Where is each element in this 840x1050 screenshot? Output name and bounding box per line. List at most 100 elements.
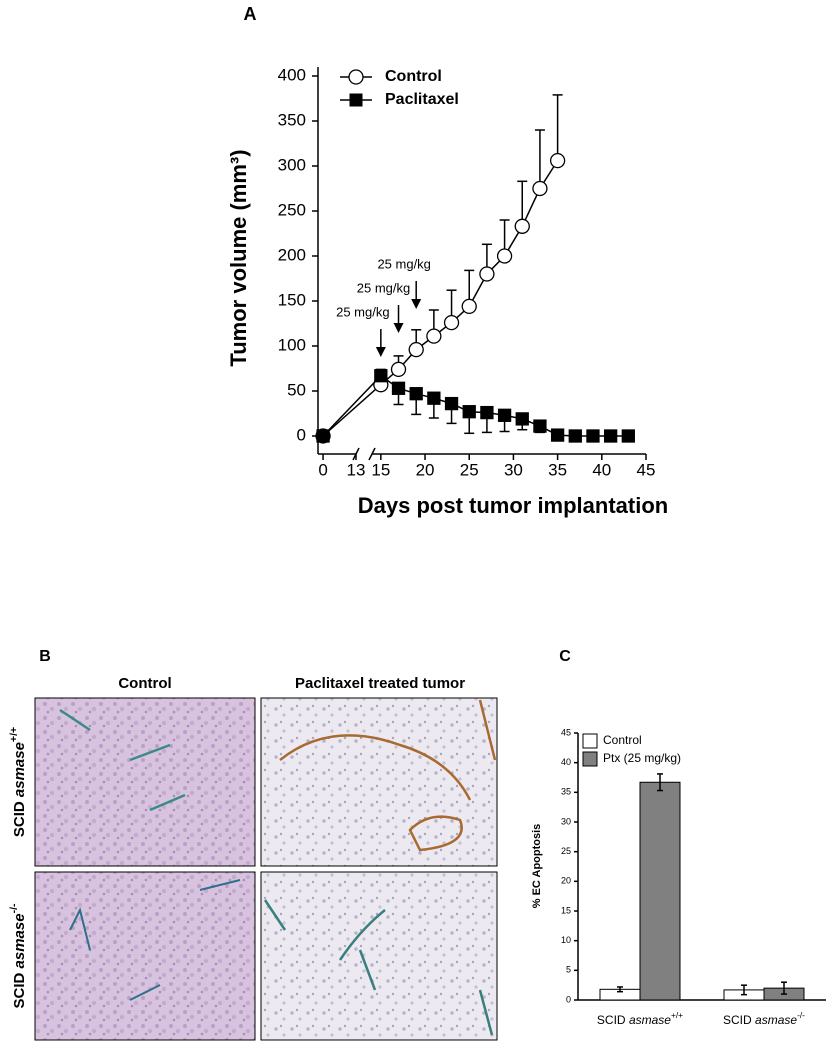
column-header: Paclitaxel treated tumor: [295, 675, 465, 692]
genotype: +/+: [8, 727, 20, 742]
data-point: [374, 369, 388, 383]
y-tick-label: 100: [278, 335, 306, 354]
data-point: [497, 408, 512, 422]
x-tick-label: 45: [637, 460, 656, 479]
label-prefix: SCID: [11, 968, 28, 1008]
data-point: [550, 428, 565, 442]
arrow-head: [393, 323, 404, 333]
row-label: SCID asmase-/-: [8, 903, 28, 1008]
data-point: [426, 328, 442, 344]
genotype: -/-: [8, 903, 20, 913]
data-point: [409, 387, 423, 401]
x-tick-label: SCID asmase+/+: [597, 1010, 683, 1027]
y-tick-label: 350: [278, 110, 306, 129]
data-point: [390, 361, 407, 378]
y-tick-label: 25: [561, 846, 571, 856]
data-point: [549, 152, 566, 169]
y-tick-label: 0: [566, 994, 571, 1004]
y-tick-label: 0: [297, 425, 306, 444]
row-label: SCID asmase+/+: [8, 727, 28, 837]
panel-label: A: [244, 4, 257, 24]
series-line: [322, 374, 629, 437]
x-tick-label: 15: [371, 460, 390, 479]
data-point: [316, 429, 330, 443]
y-tick-label: 15: [561, 905, 571, 915]
label-prefix: SCID: [597, 1013, 629, 1027]
data-point: [480, 405, 494, 420]
legend-label: Ptx (25 mg/kg): [603, 751, 681, 765]
data-point: [444, 396, 459, 411]
annotation: 25 mg/kg: [336, 304, 389, 319]
x-tick-label: 30: [504, 460, 523, 479]
legend-label: Control: [603, 733, 642, 747]
micrograph: [260, 697, 498, 867]
bar: [639, 781, 681, 1001]
legend-swatch: [582, 733, 598, 749]
data-point: [533, 419, 547, 433]
x-tick-label: 0: [318, 460, 327, 479]
annotation: 25 mg/kg: [357, 280, 410, 295]
legend-swatch: [582, 751, 598, 767]
panel-b: [34, 697, 498, 1041]
micrograph: [260, 871, 498, 1041]
micrograph: [34, 697, 256, 867]
y-tick-label: 30: [561, 816, 571, 826]
x-tick-label: 25: [460, 460, 479, 479]
data-point: [568, 429, 582, 443]
data-point: [408, 341, 424, 358]
data-point: [514, 218, 530, 234]
panel-label: C: [559, 648, 571, 665]
arrow-head: [375, 347, 386, 357]
annotation: 25 mg/kg: [377, 256, 430, 271]
x-tick-label: 35: [548, 460, 567, 479]
micrograph: [34, 871, 256, 1041]
y-tick-label: 35: [561, 787, 571, 797]
legend-marker: [348, 69, 364, 85]
data-point: [479, 266, 495, 282]
data-point: [427, 391, 441, 405]
legend-label: Control: [385, 68, 442, 85]
data-point: [496, 248, 513, 264]
legend-label: Paclitaxel: [385, 91, 459, 108]
data-point: [443, 314, 460, 331]
data-point: [462, 405, 476, 419]
y-axis-label: Tumor volume (mm³): [226, 149, 251, 366]
x-axis-label: Days post tumor implantation: [358, 493, 668, 518]
x-tick-label: 13: [347, 460, 366, 479]
stain: [263, 899, 494, 1036]
y-tick-label: 50: [287, 380, 306, 399]
data-point: [621, 429, 635, 443]
y-tick-label: 250: [278, 200, 306, 219]
data-point: [603, 429, 618, 443]
label-prefix: SCID: [11, 797, 28, 837]
gene-name: asmase: [11, 913, 28, 968]
data-point: [515, 412, 529, 426]
y-tick-label: 400: [278, 65, 306, 84]
y-tick-label: 20: [561, 876, 571, 886]
y-tick-label: 45: [561, 727, 571, 737]
genotype: +/+: [671, 1010, 683, 1020]
label-prefix: SCID: [723, 1013, 755, 1027]
x-tick-label: SCID asmase-/-: [723, 1010, 805, 1027]
arrow-head: [411, 299, 422, 309]
data-point: [586, 429, 600, 443]
y-tick-label: 200: [278, 245, 306, 264]
stain: [59, 708, 186, 812]
gene-name: asmase: [629, 1013, 671, 1027]
data-point: [461, 298, 477, 315]
y-tick-label: 40: [561, 757, 571, 767]
gene-name: asmase: [11, 742, 28, 797]
panel-label: B: [39, 648, 51, 665]
gene-name: asmase: [755, 1013, 797, 1027]
y-axis-label: % EC Apoptosis: [531, 824, 543, 909]
x-tick-label: 20: [416, 460, 435, 479]
x-tick-label: 40: [592, 460, 611, 479]
data-point: [532, 180, 548, 197]
axis-break: [368, 447, 376, 461]
column-header: Control: [118, 675, 171, 692]
y-tick-label: 150: [278, 290, 306, 309]
data-point: [391, 381, 406, 395]
y-tick-label: 5: [566, 965, 571, 975]
stain: [69, 879, 241, 1001]
